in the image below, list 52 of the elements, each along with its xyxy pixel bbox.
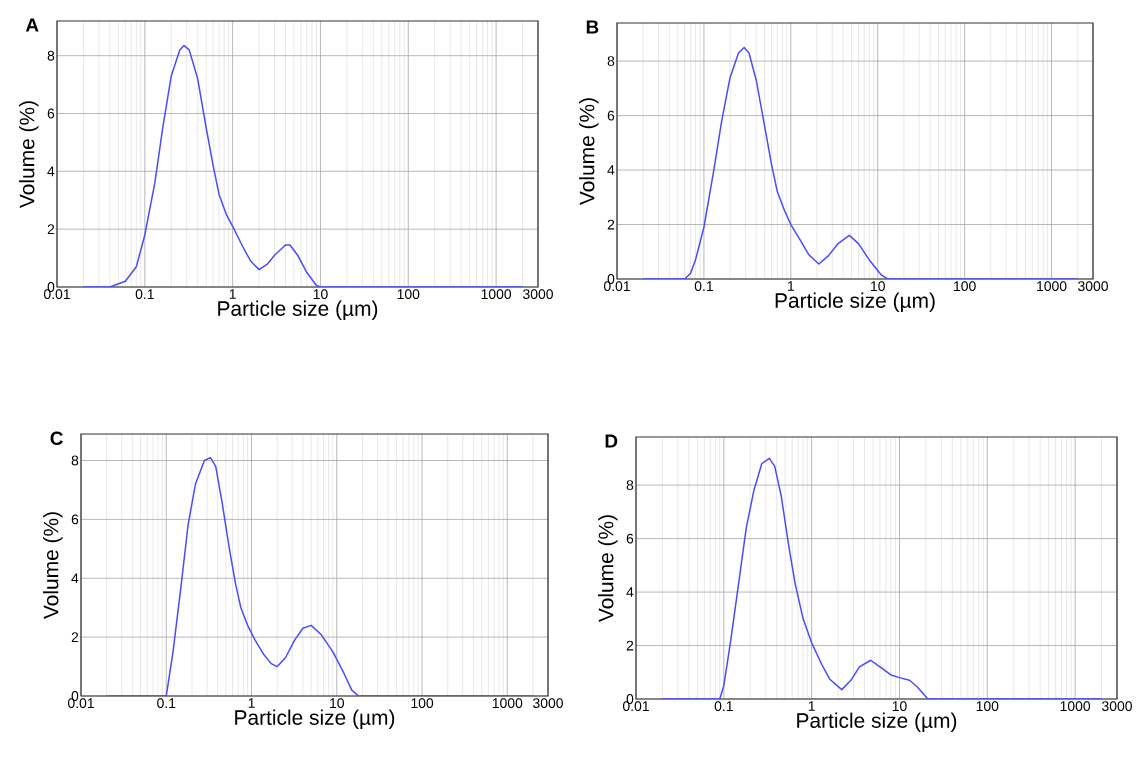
x-tick-label: 10 <box>871 281 885 292</box>
y-tick-label: 2 <box>607 219 615 230</box>
y-axis-title: Volume (%) <box>19 101 39 208</box>
x-tick-label: 0.1 <box>135 289 154 300</box>
y-tick-label: 8 <box>71 455 79 466</box>
y-tick-label: 8 <box>626 480 634 491</box>
x-axis-title: Particle size (µm) <box>797 712 957 733</box>
y-tick-label: 4 <box>47 166 55 177</box>
y-tick-label: 4 <box>626 587 634 597</box>
x-axis-title: Particle size (µm) <box>218 300 378 321</box>
chart-title: D <box>605 434 618 448</box>
x-tick-label: 10 <box>892 701 907 712</box>
y-tick-label: 6 <box>626 533 634 544</box>
x-tick-label: 100 <box>397 289 420 300</box>
x-tick-label: 0.1 <box>157 698 176 709</box>
x-axis-title: Particle size (µm) <box>775 292 935 313</box>
y-tick-label: 4 <box>607 165 615 175</box>
y-axis-title: Volume (%) <box>598 515 618 622</box>
y-axis-title: Volume (%) <box>579 98 599 205</box>
x-tick-label: 1000 <box>1060 701 1091 712</box>
y-tick-label: 2 <box>47 224 55 235</box>
y-tick-label: 2 <box>71 632 79 642</box>
x-tick-label: 3000 <box>523 289 553 300</box>
x-tick-label: 0.1 <box>694 281 713 292</box>
x-tick-label: 100 <box>976 701 999 712</box>
x-tick-label: 10 <box>330 698 345 709</box>
y-tick-label: 2 <box>626 640 634 651</box>
x-tick-label: 100 <box>954 281 976 292</box>
y-tick-label: 8 <box>607 56 615 67</box>
x-tick-label: 0.1 <box>714 701 733 712</box>
y-tick-label: 4 <box>71 573 79 584</box>
x-axis-title: Particle size (µm) <box>235 709 395 730</box>
x-tick-label: 3000 <box>1102 701 1132 712</box>
chart-title: B <box>586 20 599 34</box>
y-tick-label: 6 <box>71 514 79 525</box>
y-axis-title: Volume (%) <box>43 512 63 619</box>
x-tick-label: 1000 <box>481 289 512 300</box>
x-tick-label: 1 <box>808 701 815 711</box>
y-tick-label: 8 <box>47 50 55 61</box>
x-tick-label: 1000 <box>1037 281 1067 292</box>
y-tick-label: 6 <box>47 108 55 119</box>
x-tick-label: 1000 <box>492 698 523 709</box>
x-tick-label: 10 <box>313 289 328 300</box>
x-tick-label: 100 <box>411 698 434 709</box>
chart-title: C <box>50 431 63 445</box>
chart-title: A <box>25 18 39 32</box>
x-tick-label: 3000 <box>1078 281 1108 292</box>
x-tick-label: 1 <box>248 698 255 708</box>
x-tick-label: 1 <box>788 281 795 291</box>
x-tick-label: 1 <box>229 289 236 299</box>
y-tick-label: 6 <box>607 110 615 121</box>
x-tick-label: 3000 <box>533 698 563 709</box>
